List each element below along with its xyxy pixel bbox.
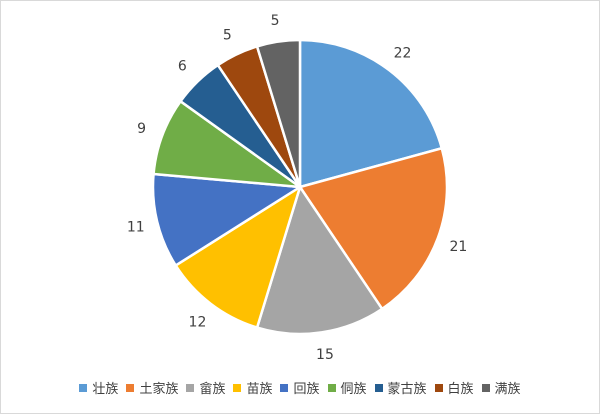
- legend-item-4: 苗族: [233, 378, 272, 397]
- legend-label: 白族: [447, 382, 474, 397]
- legend-label: 满族: [494, 382, 521, 397]
- legend-label: 苗族: [246, 382, 273, 397]
- data-label-2: 21: [450, 239, 468, 255]
- data-label-1: 22: [394, 46, 412, 62]
- pie-slice-4: [174, 185, 302, 329]
- pie-slice-3: [255, 185, 384, 336]
- legend-swatch: [280, 383, 289, 392]
- data-label-9: 5: [271, 13, 280, 29]
- legend-item-5: 回族: [280, 378, 320, 397]
- legend-swatch: [126, 383, 135, 392]
- legend-swatch: [374, 383, 383, 392]
- legend-swatch: [233, 383, 242, 392]
- data-label-6: 9: [137, 121, 146, 137]
- data-label-3: 15: [316, 347, 334, 363]
- legend-swatch: [186, 383, 195, 392]
- pie-slice-9: [255, 38, 302, 189]
- legend-swatch: [327, 383, 336, 392]
- legend-item-9: 满族: [481, 378, 521, 397]
- pie-slice-2: [298, 147, 449, 311]
- legend: 壮族 土家族 畲族 苗族 回族 侗族 蒙古族 白族 满族: [0, 378, 600, 397]
- legend-label: 侗族: [340, 382, 367, 397]
- data-label-4: 12: [189, 314, 207, 330]
- legend-item-2: 土家族: [126, 378, 178, 397]
- data-label-7: 6: [178, 59, 187, 75]
- legend-swatch: [434, 383, 443, 392]
- legend-item-6: 侗族: [327, 378, 367, 397]
- legend-item-7: 蒙古族: [374, 378, 427, 397]
- legend-item-3: 畲族: [186, 378, 225, 397]
- legend-label: 壮族: [92, 382, 119, 397]
- legend-swatch: [79, 383, 88, 392]
- data-label-5: 11: [127, 220, 145, 236]
- legend-item-1: 壮族: [79, 378, 118, 397]
- legend-item-8: 白族: [434, 378, 474, 397]
- legend-label: 畲族: [199, 382, 226, 397]
- legend-label: 回族: [293, 382, 320, 397]
- pie-slice-1: [298, 38, 444, 189]
- pie-slice-5: [151, 172, 302, 267]
- data-label-8: 5: [223, 27, 232, 43]
- legend-swatch: [481, 383, 490, 392]
- legend-label: 蒙古族: [387, 382, 427, 397]
- legend-label: 土家族: [139, 382, 179, 397]
